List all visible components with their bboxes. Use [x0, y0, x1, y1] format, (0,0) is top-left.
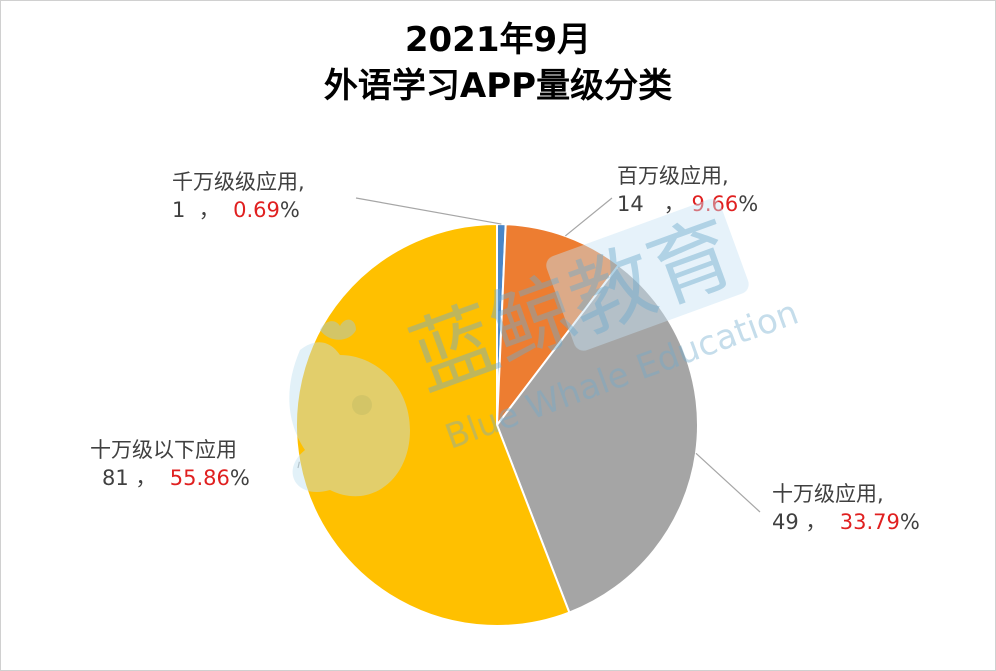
slice-3-percent: 55.86: [169, 466, 230, 490]
leader-line-3: [297, 461, 300, 469]
data-label-3: 十万级以下应用 81 ， 55.86%: [90, 436, 250, 492]
percent-sign-1: %: [738, 192, 759, 216]
slice-2-sep: ，: [805, 510, 827, 534]
slice-1-sep: ，: [663, 192, 685, 216]
slice-0-percent: 0.69: [233, 198, 280, 222]
percent-sign-2: %: [899, 510, 920, 534]
pie-slice-3: [295, 222, 571, 627]
slice-2-percent: 33.79: [839, 510, 900, 534]
percent-sign-0: %: [279, 198, 300, 222]
leader-line-2: [695, 452, 761, 513]
slice-3-name: 十万级以下应用: [90, 438, 237, 462]
slice-1-percent: 9.66: [691, 192, 739, 216]
percent-sign-3: %: [229, 466, 250, 490]
slice-0-sep: ，: [198, 198, 220, 222]
pie-slice-2: [495, 263, 699, 614]
data-label-2: 十万级应用, 49 ， 33.79%: [772, 480, 920, 536]
slice-2-name: 十万级应用,: [772, 482, 884, 506]
slice-2-count: 49: [772, 510, 799, 534]
leader-line-1: [564, 197, 613, 237]
data-label-1: 百万级应用, 14 ， 9.66%: [617, 162, 758, 218]
slice-3-count: 81: [102, 466, 129, 490]
leader-line-0: [355, 197, 502, 225]
chart-title: 2021年9月: [404, 20, 592, 60]
slice-1-count: 14: [617, 192, 644, 216]
data-label-0: 千万级级应用, 1 ， 0.69%: [172, 168, 305, 224]
pie-slice-1: [495, 223, 621, 429]
slice-1-name: 百万级应用,: [617, 164, 729, 188]
slice-3-sep: ，: [135, 466, 157, 490]
slice-0-count: 1: [172, 198, 186, 222]
chart-subtitle: 外语学习APP量级分类: [323, 66, 673, 106]
slice-0-name: 千万级级应用,: [172, 170, 305, 194]
